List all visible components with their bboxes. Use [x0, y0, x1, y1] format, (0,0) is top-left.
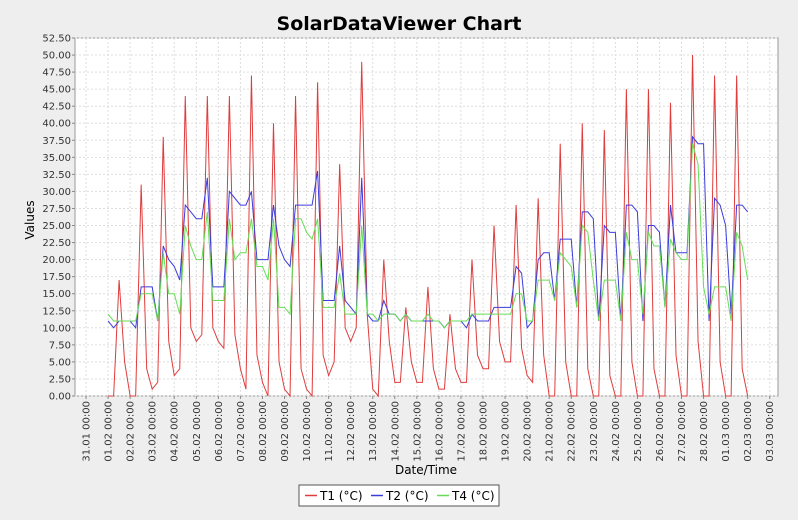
y-tick-label: 25.00 [42, 221, 71, 232]
x-tick-label: 11.02 00:00 [324, 401, 335, 462]
y-tick-label: 42.50 [42, 102, 71, 113]
legend-box [298, 484, 500, 507]
x-tick-label: 08.02 00:00 [258, 401, 269, 462]
y-tick-label: 27.50 [42, 204, 71, 215]
x-tick-label: 01.02 00:00 [104, 401, 115, 462]
y-tick-label: 20.00 [42, 255, 71, 266]
y-tick-label: 5.00 [49, 357, 71, 368]
y-tick-label: 22.50 [42, 238, 71, 249]
y-tick-label: 7.50 [49, 340, 71, 351]
y-tick-label: 30.00 [42, 187, 71, 198]
x-tick-label: 02.02 00:00 [126, 401, 137, 462]
y-tick-label: 40.00 [42, 119, 71, 130]
legend-label: T4 (°C) [451, 489, 495, 503]
series-line [107, 143, 749, 329]
x-tick-label: 12.02 00:00 [346, 401, 357, 462]
x-axis-label: Date/Time [395, 463, 457, 477]
x-tick-label: 04.02 00:00 [170, 401, 181, 462]
x-tick-label: 13.02 00:00 [368, 401, 379, 462]
y-tick-label: 15.00 [42, 289, 71, 300]
y-tick-label: 37.50 [42, 136, 71, 147]
y-tick-label: 2.50 [49, 374, 71, 385]
y-tick-label: 17.50 [42, 272, 71, 283]
y-tick-label: 52.50 [42, 34, 71, 45]
x-tick-label: 14.02 00:00 [390, 401, 401, 462]
legend-label: T2 (°C) [385, 489, 429, 503]
series-line [108, 55, 749, 398]
x-tick-label: 25.02 00:00 [633, 401, 644, 462]
x-tick-label: 06.02 00:00 [214, 401, 225, 462]
x-tick-label: 21.02 00:00 [545, 401, 556, 462]
x-tick-label: 27.02 00:00 [677, 401, 688, 462]
y-tick-label: 50.00 [42, 51, 71, 62]
x-tick-label: 10.02 00:00 [302, 401, 313, 462]
x-tick-label: 22.02 00:00 [567, 401, 578, 462]
legend: T1 (°C) T2 (°C) T4 (°C) [298, 484, 500, 507]
chart-title: SolarDataViewer Chart [277, 13, 522, 35]
y-tick-label: 45.00 [42, 85, 71, 96]
x-tick-label: 16.02 00:00 [434, 401, 445, 462]
x-tick-label: 09.02 00:00 [280, 401, 291, 462]
series-line [107, 135, 749, 330]
y-tick-label: 12.50 [42, 306, 71, 317]
x-tick-label: 28.02 00:00 [699, 401, 710, 462]
x-tick-label: 07.02 00:00 [236, 401, 247, 462]
x-tick-label: 26.02 00:00 [655, 401, 666, 462]
x-tick-label: 23.02 00:00 [589, 401, 600, 462]
plot-area [74, 37, 779, 397]
y-tick-label: 32.50 [42, 170, 71, 181]
x-tick-label: 03.03 00:00 [765, 401, 776, 462]
x-tick-label: 19.02 00:00 [501, 401, 512, 462]
x-tick-label: 24.02 00:00 [611, 401, 622, 462]
y-tick-label: 35.00 [42, 153, 71, 164]
legend-label: T1 (°C) [319, 489, 363, 503]
x-tick-label: 31.01 00:00 [82, 401, 93, 462]
x-tick-label: 20.02 00:00 [523, 401, 534, 462]
x-tick-label: 15.02 00:00 [412, 401, 423, 462]
y-tick-label: 10.00 [42, 323, 71, 334]
x-tick-label: 01.03 00:00 [721, 401, 732, 462]
y-tick-label: 47.50 [42, 68, 71, 79]
x-tick-label: 18.02 00:00 [479, 401, 490, 462]
x-tick-label: 03.02 00:00 [148, 401, 159, 462]
x-tick-label: 02.03 00:00 [743, 401, 754, 462]
y-axis-label: Values [23, 200, 37, 239]
y-tick-label: 0.00 [49, 392, 71, 403]
x-tick-label: 05.02 00:00 [192, 401, 203, 462]
x-tick-label: 17.02 00:00 [456, 401, 467, 462]
